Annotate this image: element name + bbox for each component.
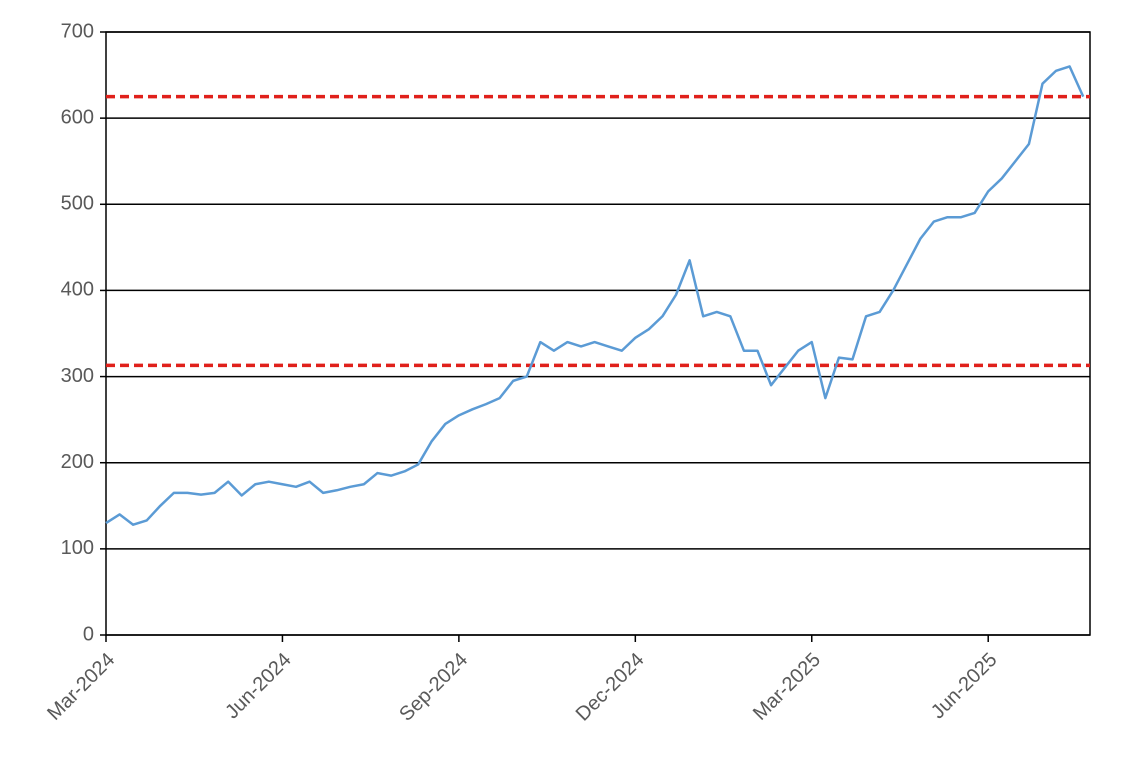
y-tick-label: 700 (61, 20, 94, 42)
y-tick-label: 0 (83, 623, 94, 645)
y-tick-label: 100 (61, 537, 94, 559)
y-tick-label: 300 (61, 365, 94, 387)
y-tick-label: 500 (61, 193, 94, 215)
y-tick-label: 400 (61, 279, 94, 301)
x-tick-label: Dec-2024 (572, 649, 649, 726)
x-tick-label: Mar-2024 (43, 649, 119, 725)
x-tick-label: Jun-2024 (221, 649, 296, 724)
y-tick-label: 600 (61, 106, 94, 128)
x-tick-label: Sep-2024 (395, 649, 472, 726)
series-line (105, 65, 1085, 526)
x-tick-label: Jun-2025 (927, 649, 1002, 724)
y-tick-label: 200 (61, 451, 94, 473)
x-tick-label: Mar-2025 (749, 649, 825, 725)
plot-frame (105, 31, 1091, 636)
